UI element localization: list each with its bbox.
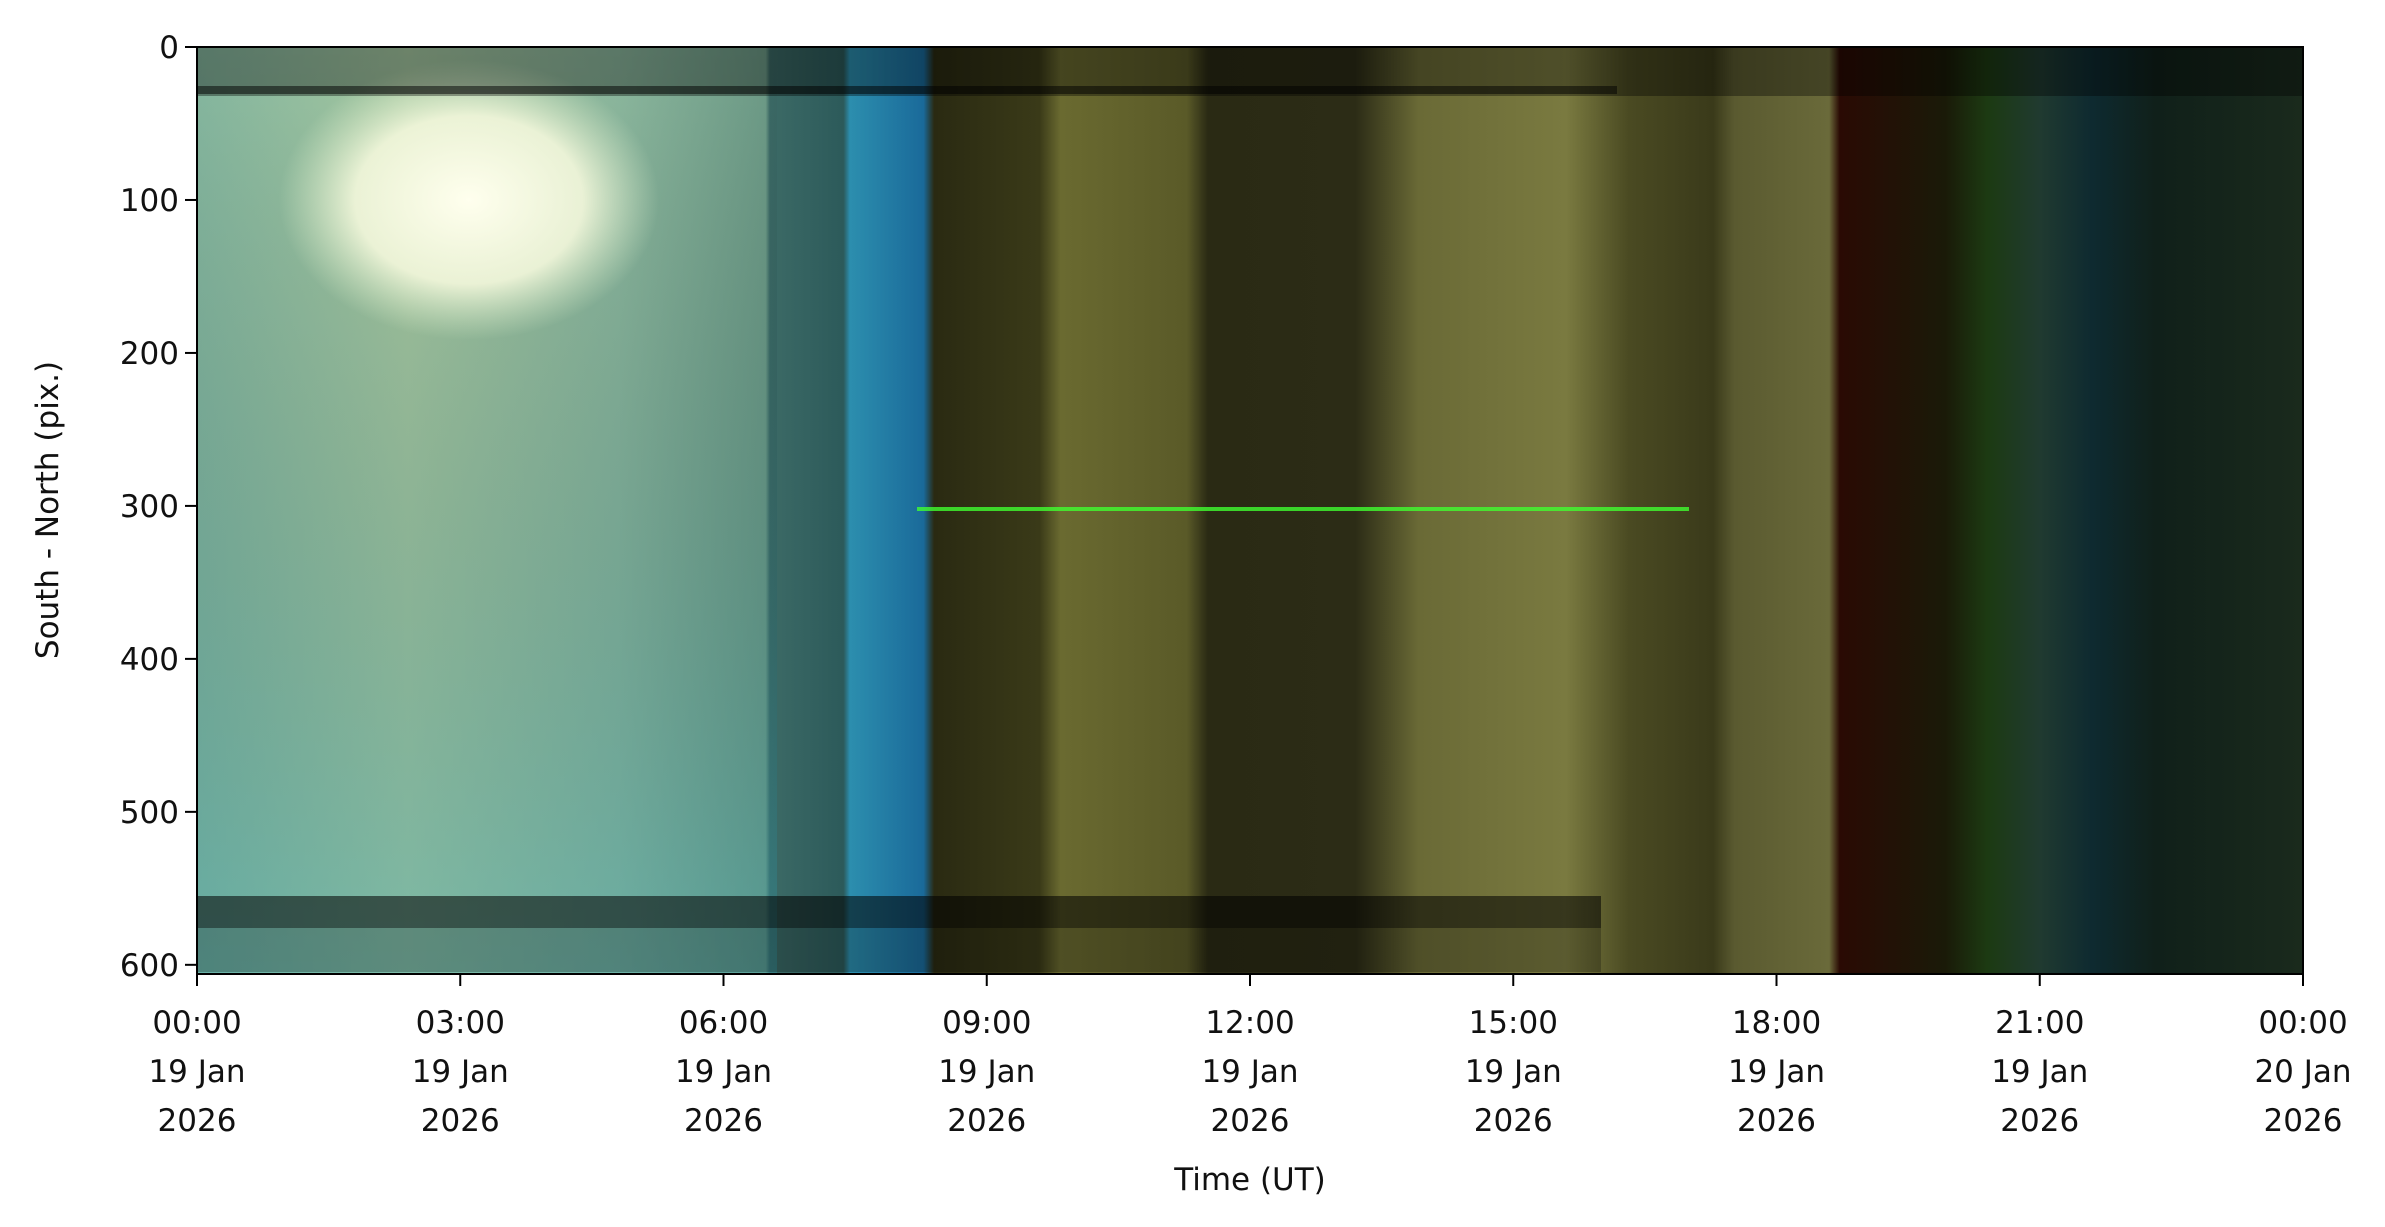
y-tick-label: 600 (120, 948, 179, 984)
y-tick-label: 400 (120, 642, 179, 678)
x-tick-label: 09:00 19 Jan 2026 (938, 1005, 1035, 1139)
y-tick-label: 300 (120, 489, 179, 525)
y-axis-label: South - North (pix.) (30, 361, 66, 659)
x-tick-label: 21:00 19 Jan 2026 (1991, 1005, 2088, 1139)
y-tick-label: 0 (159, 30, 179, 66)
x-tick-label: 00:00 19 Jan 2026 (148, 1005, 245, 1139)
x-tick-label: 03:00 19 Jan 2026 (412, 1005, 509, 1139)
y-tick-label: 100 (120, 183, 179, 219)
x-tick-label: 00:00 20 Jan 2026 (2254, 1005, 2351, 1139)
x-axis-label: Time (UT) (1173, 1162, 1326, 1198)
y-tick-label: 500 (120, 795, 179, 831)
y-tick-label: 200 (120, 336, 179, 372)
x-tick-label: 06:00 19 Jan 2026 (675, 1005, 772, 1139)
keogram-image (197, 47, 2303, 974)
x-tick-label: 18:00 19 Jan 2026 (1728, 1005, 1825, 1139)
x-tick-label: 12:00 19 Jan 2026 (1201, 1005, 1298, 1139)
x-tick-label: 15:00 19 Jan 2026 (1465, 1005, 1562, 1139)
